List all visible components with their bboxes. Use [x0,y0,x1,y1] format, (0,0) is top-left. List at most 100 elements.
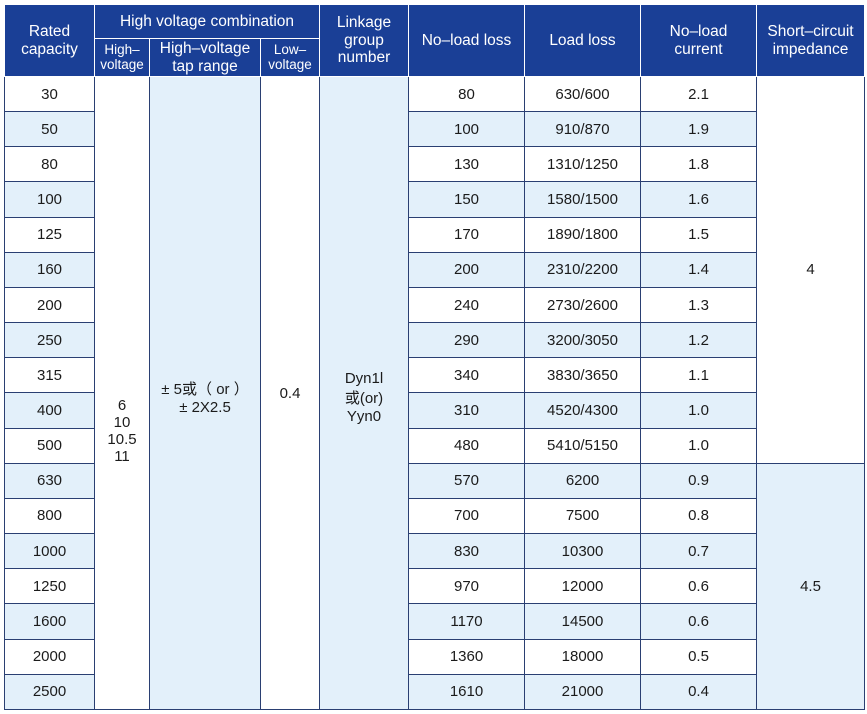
load-loss-cell: 10300 [524,533,641,570]
tap-range-values-cell: ± 5或（ or ） ± 2X2.5 [149,76,261,710]
high-voltage-value: 11 [114,448,130,465]
header-text: number [337,49,391,67]
table-row: 200 240 2730/2600 1.3 [4,286,865,324]
tap-range-value: ± 5或（ or ） [161,381,249,398]
load-loss-cell: 630/600 [524,75,641,113]
load-loss-cell: 21000 [524,673,641,711]
low-voltage-value-cell: 0.4 [260,76,320,710]
capacity-cell: 2500 [4,673,95,711]
tap-range-value: ± 2X2.5 [179,399,231,416]
table-row: 250 290 3200/3050 1.2 [4,322,865,359]
header-text: tap range [172,57,238,75]
table-row: 800 700 7500 0.8 [4,497,865,535]
table-row: 1000 830 10300 0.7 [4,533,865,570]
no-load-loss-cell: 830 [408,533,525,570]
no-load-loss-cell: 130 [408,146,525,183]
load-loss-cell: 18000 [524,638,641,675]
high-voltage-value: 6 [117,397,127,414]
table-row: 80 130 1310/1250 1.8 [4,146,865,183]
capacity-cell: 100 [4,181,95,218]
header-text: current [674,40,723,58]
no-load-loss-cell: 310 [408,392,525,429]
table-row: 500 480 5410/5150 1.0 [4,427,865,464]
load-loss-cell: 14500 [524,603,641,640]
load-loss-cell: 2310/2200 [524,251,641,288]
capacity-cell: 1250 [4,568,95,605]
header-no-load-loss: No–load loss [408,4,525,77]
capacity-cell: 125 [4,216,95,253]
no-load-loss-cell: 200 [408,251,525,288]
no-load-current-cell: 1.0 [640,427,757,464]
table-row: 50 100 910/870 1.9 [4,111,865,148]
header-text: No–load [669,23,728,41]
load-loss-cell: 3830/3650 [524,357,641,394]
capacity-cell: 80 [4,146,95,183]
load-loss-cell: 1890/1800 [524,216,641,253]
linkage-group-values-cell: Dyn1l 或(or) Yyn0 [319,76,409,710]
high-voltage-values-cell: 6 10 10.5 11 [94,76,150,710]
capacity-cell: 1600 [4,603,95,640]
load-loss-cell: 4520/4300 [524,392,641,429]
header-hv-tap-range: High–voltage tap range [149,38,261,77]
no-load-loss-cell: 150 [408,181,525,218]
no-load-current-cell: 1.0 [640,392,757,429]
no-load-loss-cell: 170 [408,216,525,253]
table-row: 100 150 1580/1500 1.6 [4,181,865,218]
impedance-upper-cell: 4 [756,76,865,464]
header-text: Short–circuit [767,23,854,41]
no-load-current-cell: 1.5 [640,216,757,253]
header-text: High–voltage [159,40,251,58]
table-header: Rated capacity High voltage combination … [4,4,865,77]
high-voltage-value: 10 [113,414,131,431]
no-load-current-cell: 0.6 [640,568,757,605]
no-load-loss-cell: 240 [408,286,525,324]
linkage-value: Dyn1l [344,369,384,387]
transformer-spec-table: Rated capacity High voltage combination … [4,4,865,711]
header-text: Linkage [336,14,392,32]
capacity-cell: 160 [4,251,95,288]
no-load-current-cell: 1.9 [640,111,757,148]
table-row: 400 310 4520/4300 1.0 [4,392,865,429]
table-row: 2000 1360 18000 0.5 [4,638,865,675]
no-load-loss-cell: 480 [408,427,525,464]
header-low-voltage: Low– voltage [260,38,320,77]
no-load-current-cell: 0.4 [640,673,757,711]
table-row: 2500 1610 21000 0.4 [4,673,865,711]
header-text: Low– [273,42,307,58]
load-loss-cell: 2730/2600 [524,286,641,324]
load-loss-cell: 3200/3050 [524,322,641,359]
load-loss-cell: 12000 [524,568,641,605]
no-load-current-cell: 1.1 [640,357,757,394]
table-row: 160 200 2310/2200 1.4 [4,251,865,288]
no-load-loss-cell: 1170 [408,603,525,640]
table-row: 125 170 1890/1800 1.5 [4,216,865,253]
capacity-cell: 250 [4,322,95,359]
no-load-loss-cell: 290 [408,322,525,359]
no-load-current-cell: 1.4 [640,251,757,288]
capacity-cell: 30 [4,75,95,113]
table-row: 315 340 3830/3650 1.1 [4,357,865,394]
header-text: voltage [100,56,144,72]
no-load-loss-cell: 340 [408,357,525,394]
no-load-loss-cell: 970 [408,568,525,605]
capacity-cell: 630 [4,462,95,499]
capacity-cell: 1000 [4,533,95,570]
header-text: capacity [21,40,78,58]
impedance-lower-cell: 4.5 [756,462,865,711]
high-voltage-value: 10.5 [107,431,137,448]
no-load-current-cell: 0.7 [640,533,757,570]
no-load-current-cell: 0.6 [640,603,757,640]
capacity-cell: 2000 [4,638,95,675]
capacity-cell: 400 [4,392,95,429]
no-load-current-cell: 1.8 [640,146,757,183]
no-load-current-cell: 0.9 [640,462,757,499]
no-load-loss-cell: 1360 [408,638,525,675]
no-load-current-cell: 0.8 [640,497,757,535]
no-load-current-cell: 2.1 [640,75,757,113]
table-row: 30 6 10 10.5 11 ± 5或（ or ） ± 2X2.5 0.4 D… [4,75,865,710]
no-load-current-cell: 0.5 [640,638,757,675]
header-rated-capacity: Rated capacity [4,4,95,77]
linkage-value: Yyn0 [346,407,382,425]
no-load-loss-cell: 80 [408,75,525,113]
header-hv-combination: High voltage combination [94,4,320,39]
